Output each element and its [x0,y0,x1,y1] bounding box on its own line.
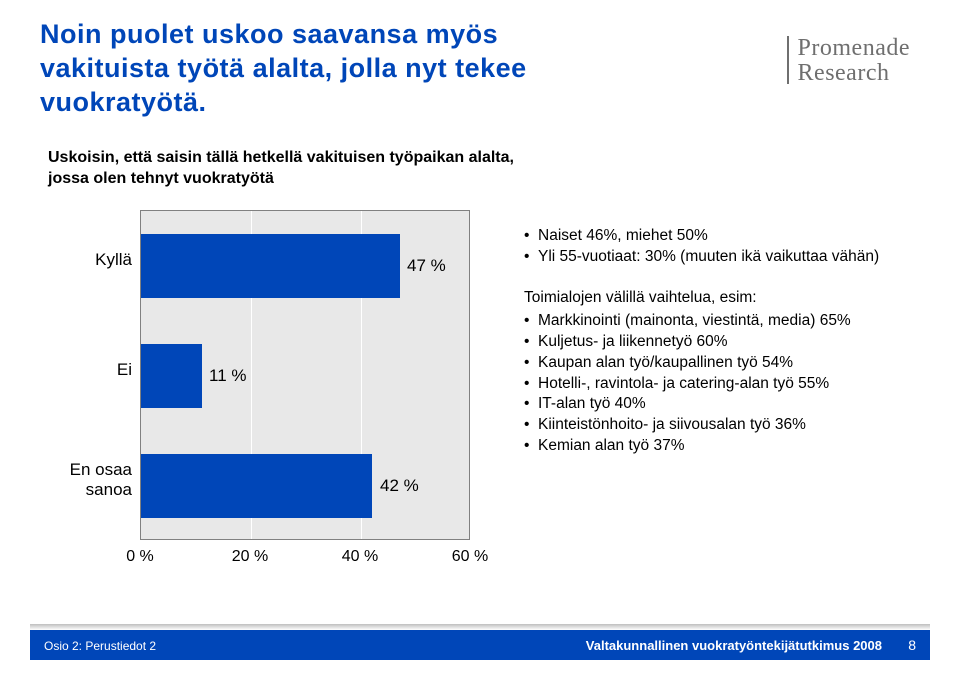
category-label: Kyllä [48,250,132,270]
notes-lead: Toimialojen välillä vaihtelua, esim: [524,288,934,309]
slide-title: Noin puolet uskoo saavansa myös vakituis… [40,18,600,119]
bullet-item: Kemian alan työ 37% [524,436,934,457]
x-tick-label: 20 % [220,548,280,566]
notes-block: Toimialojen välillä vaihtelua, esim: Mar… [524,288,934,457]
brand-logo: Promenade Research [798,36,910,86]
notes-block: Naiset 46%, miehet 50% Yli 55-vuotiaat: … [524,226,934,268]
category-label: Ei [48,360,132,380]
bar [141,344,202,408]
bar [141,234,400,298]
x-tick-label: 60 % [440,548,500,566]
notes-panel: Naiset 46%, miehet 50% Yli 55-vuotiaat: … [524,226,934,457]
bullet-item: Naiset 46%, miehet 50% [524,226,934,247]
chart-question: Uskoisin, että saisin tällä hetkellä vak… [48,148,528,190]
bullet-item: Kiinteistönhoito- ja siivousalan työ 36% [524,415,934,436]
plot-area: 47 % 11 % 42 % [140,210,470,540]
logo-line-2: Research [798,61,910,86]
category-label: En osaa sanoa [48,460,132,499]
bar-value-label: 42 % [380,476,419,496]
footer-right-text: Valtakunnallinen vuokratyöntekijätutkimu… [586,638,882,653]
bullet-item: Markkinointi (mainonta, viestintä, media… [524,311,934,332]
slide: Noin puolet uskoo saavansa myös vakituis… [0,0,960,678]
bar-value-label: 11 % [209,366,247,386]
chart-row: 47 % [141,211,469,321]
bullet-item: Yli 55-vuotiaat: 30% (muuten ikä vaikutt… [524,247,934,268]
page-number: 8 [908,637,916,653]
x-tick-label: 0 % [110,548,170,566]
chart-row: 11 % [141,321,469,431]
bar [141,454,372,518]
logo-line-1: Promenade [798,36,910,61]
footer-left-text: Osio 2: Perustiedot 2 [44,639,156,653]
bullet-item: Hotelli-, ravintola- ja catering-alan ty… [524,374,934,395]
bullet-item: IT-alan työ 40% [524,394,934,415]
x-tick-label: 40 % [330,548,390,566]
chart-row: 42 % [141,431,469,541]
logo-rule [787,36,789,84]
bar-chart: Kyllä Ei En osaa sanoa 47 % 11 % 42 % 0 … [48,210,488,590]
bar-value-label: 47 % [407,256,446,276]
bullet-item: Kaupan alan työ/kaupallinen työ 54% [524,353,934,374]
bullet-item: Kuljetus- ja liikennetyö 60% [524,332,934,353]
